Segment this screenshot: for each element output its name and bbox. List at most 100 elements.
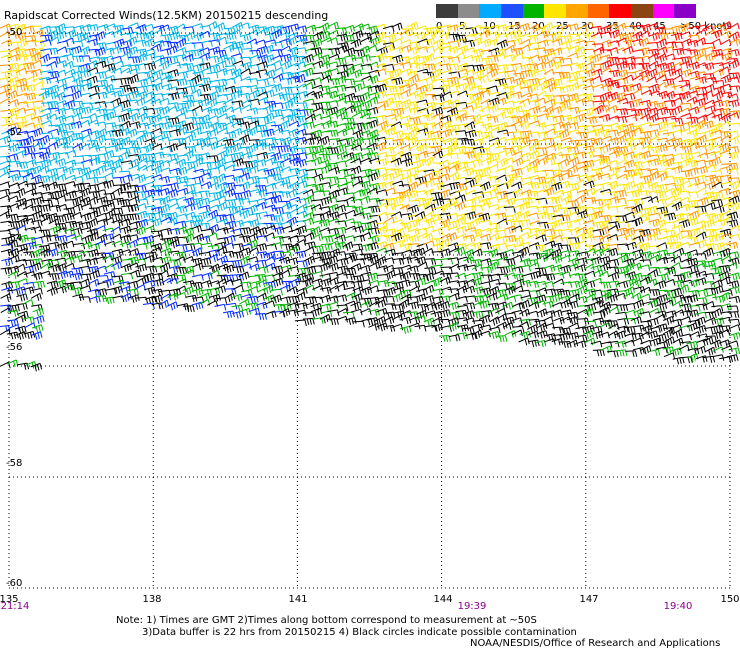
wind-barb bbox=[625, 350, 638, 358]
wind-barb bbox=[543, 68, 555, 76]
wind-barb bbox=[166, 211, 178, 221]
legend-swatch bbox=[631, 4, 653, 18]
wind-barb bbox=[351, 63, 364, 70]
wind-barb bbox=[456, 22, 468, 31]
wind-barb bbox=[455, 130, 467, 137]
note-line: Note: 1) Times are GMT 2)Times along bot… bbox=[116, 615, 537, 626]
wind-barb bbox=[686, 159, 699, 168]
wind-barb bbox=[190, 127, 202, 136]
wind-barb bbox=[79, 221, 92, 229]
wind-barb bbox=[286, 286, 298, 295]
wind-barb bbox=[472, 69, 485, 79]
wind-barb bbox=[71, 40, 84, 48]
wind-barb bbox=[39, 76, 52, 85]
wind-barb bbox=[214, 164, 226, 172]
wind-barb bbox=[711, 136, 723, 143]
wind-barb bbox=[264, 157, 276, 166]
wind-barb bbox=[718, 339, 731, 348]
wind-barb bbox=[535, 105, 548, 113]
wind-barb bbox=[166, 301, 178, 311]
wind-barb bbox=[367, 61, 379, 69]
wind-barb bbox=[104, 209, 116, 219]
wind-barb bbox=[607, 137, 619, 145]
wind-barb bbox=[407, 166, 420, 175]
wind-barb bbox=[319, 257, 332, 266]
wind-barb bbox=[120, 77, 133, 85]
wind-barb bbox=[697, 197, 709, 206]
wind-barb bbox=[552, 326, 565, 334]
wind-barb bbox=[424, 203, 436, 212]
wind-barb bbox=[584, 320, 597, 328]
wind-barb bbox=[529, 105, 541, 115]
wind-barb bbox=[303, 284, 315, 292]
wind-barb bbox=[454, 201, 466, 211]
wind-barb bbox=[696, 54, 708, 61]
wind-barb bbox=[625, 114, 638, 121]
wind-barb bbox=[193, 31, 205, 41]
wind-barb bbox=[265, 84, 278, 91]
wind-barb bbox=[310, 203, 322, 211]
wind-barb bbox=[72, 195, 85, 205]
wind-barb bbox=[391, 22, 403, 31]
wind-barb bbox=[566, 164, 578, 173]
wind-barb bbox=[560, 35, 573, 43]
wind-barb bbox=[495, 308, 507, 315]
wind-barb bbox=[575, 31, 587, 39]
wind-barb bbox=[126, 140, 139, 148]
wind-barb bbox=[230, 86, 243, 94]
wind-barb bbox=[311, 38, 323, 48]
wind-barb bbox=[303, 194, 315, 205]
wind-barb bbox=[273, 256, 285, 264]
wind-barb bbox=[0, 248, 13, 257]
wind-barb bbox=[510, 254, 523, 262]
wind-barb bbox=[230, 142, 242, 152]
wind-barb bbox=[87, 184, 100, 192]
wind-barb bbox=[457, 212, 469, 222]
wind-barb bbox=[407, 70, 419, 78]
wind-barb bbox=[142, 194, 155, 201]
wind-barb bbox=[183, 197, 195, 206]
wind-barb bbox=[350, 165, 362, 174]
wind-barb bbox=[678, 242, 691, 249]
wind-barb bbox=[447, 124, 460, 133]
wind-barb bbox=[639, 331, 651, 339]
wind-barb bbox=[624, 62, 636, 71]
wind-barb bbox=[286, 36, 298, 46]
wind-barb bbox=[190, 191, 203, 199]
wind-barb bbox=[655, 183, 668, 192]
wind-barb bbox=[510, 22, 521, 31]
wind-barb bbox=[576, 189, 589, 197]
wind-barb bbox=[374, 31, 387, 41]
wind-barb bbox=[702, 46, 715, 54]
wind-barb bbox=[254, 185, 267, 193]
wind-barb bbox=[328, 53, 340, 61]
wind-barb bbox=[520, 189, 532, 197]
wind-barb bbox=[216, 278, 228, 285]
wind-barb bbox=[263, 25, 276, 34]
wind-barb bbox=[649, 298, 662, 306]
wind-barb bbox=[65, 199, 78, 206]
wind-barb bbox=[720, 52, 733, 62]
wind-barb bbox=[511, 237, 524, 245]
wind-barb bbox=[623, 258, 635, 267]
legend-swatch bbox=[566, 4, 588, 18]
wind-barb bbox=[198, 152, 211, 160]
wind-barb bbox=[681, 121, 693, 129]
wind-barb bbox=[614, 330, 626, 340]
wind-barb bbox=[336, 128, 348, 137]
wind-barb bbox=[647, 196, 659, 203]
wind-barb bbox=[463, 221, 475, 230]
wind-barb bbox=[568, 156, 580, 167]
wind-barb bbox=[175, 38, 187, 48]
lat-label: -50 bbox=[6, 27, 23, 38]
legend-label: 35 bbox=[606, 21, 619, 32]
wind-barb bbox=[526, 310, 539, 318]
wind-barb bbox=[294, 220, 307, 227]
wind-barb bbox=[519, 308, 530, 317]
wind-barb bbox=[600, 49, 613, 56]
wind-barb bbox=[31, 210, 44, 220]
wind-barb bbox=[670, 187, 682, 198]
wind-barb bbox=[302, 54, 314, 63]
wind-barb bbox=[534, 294, 547, 303]
wind-barb bbox=[240, 128, 252, 138]
